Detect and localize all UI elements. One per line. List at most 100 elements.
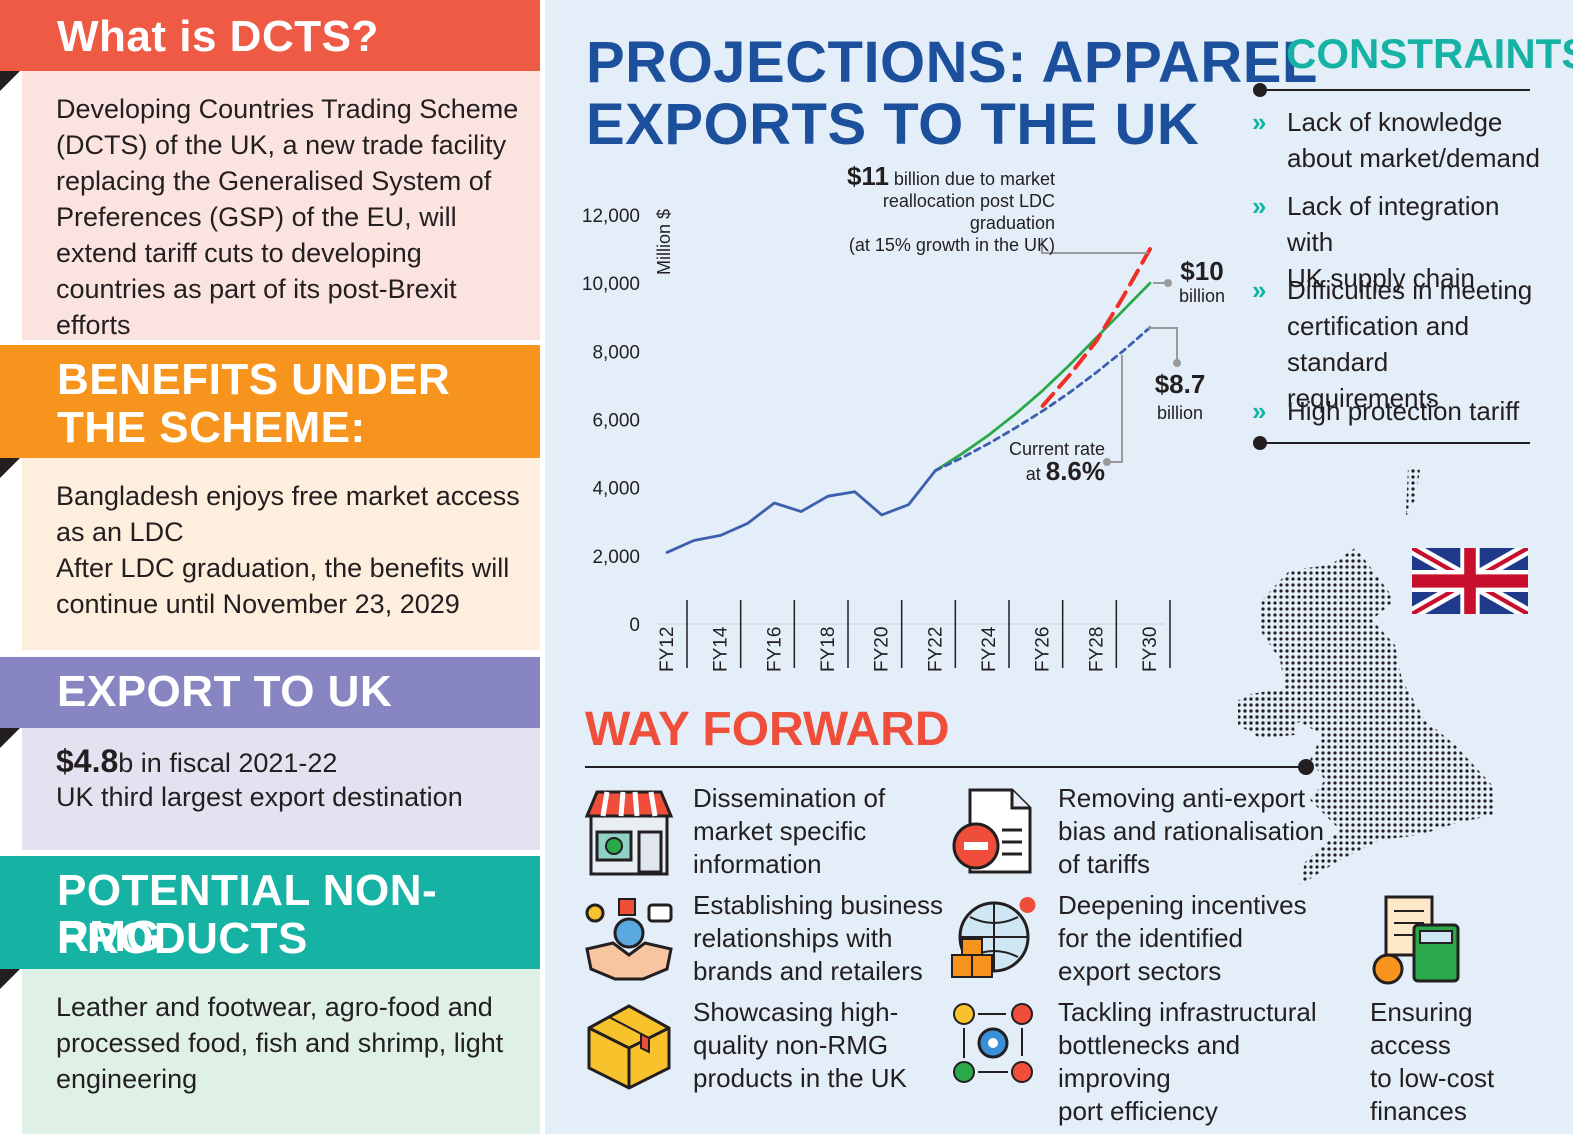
x-tick-label: FY16 (764, 627, 785, 672)
constraint-line: Difficulties in meeting (1287, 275, 1533, 305)
export-amount: $4.8 (56, 743, 119, 779)
what-is-dcts-header: What is DCTS? (0, 0, 540, 71)
way-forward-line: port efficiency (1058, 1096, 1218, 1126)
constraint-line: UK supply chain (1287, 263, 1475, 293)
products-text: Leather and footwear, agro-food and proc… (56, 992, 504, 1094)
x-tick-label: FY24 (979, 626, 1000, 672)
document-minus-icon (952, 788, 1032, 874)
benefits-body: Bangladesh enjoys free market access as … (22, 458, 540, 650)
corner-fold (0, 969, 20, 989)
corner-fold (0, 71, 20, 91)
way-forward-rule (585, 766, 1305, 768)
eleven-text-1: billion due to market (888, 169, 1055, 189)
benefits-heading-line1: BENEFITS UNDER (57, 355, 451, 404)
what-is-dcts-body: Developing Countries Trading Scheme (DCT… (22, 71, 540, 340)
way-forward-line: brands and retailers (693, 956, 923, 986)
double-chevron-icon: » (1252, 396, 1267, 426)
way-forward-item: Dissemination of market specific informati… (693, 782, 973, 881)
constraint-line: Lack of integration with (1287, 191, 1500, 257)
double-chevron-icon: » (1252, 191, 1267, 221)
y-tick-label: 10,000 (582, 274, 640, 295)
what-is-dcts-text: Developing Countries Trading Scheme (DCT… (56, 94, 519, 340)
uk-dotted-map-icon (1238, 468, 1495, 885)
products-heading-line1: POTENTIAL NON-RMG (57, 866, 438, 962)
x-tick-label: FY28 (1086, 627, 1107, 672)
way-forward-line: Removing anti-export (1058, 783, 1306, 813)
way-forward-line: to low-cost (1370, 1063, 1495, 1093)
chart-title-line1: PROJECTIONS: APPAREL (586, 30, 1318, 95)
way-forward-line: bias and rationalisation (1058, 816, 1324, 846)
uk-flag-icon (1412, 548, 1528, 614)
products-body: Leather and footwear, agro-food and proc… (22, 969, 540, 1134)
way-forward-item: Tackling infrastructural bottlenecks and … (1058, 996, 1338, 1128)
constraint-line: standard requirements (1287, 347, 1439, 413)
benefits-text-2: After LDC graduation, the benefits will … (56, 553, 510, 619)
finance-calculator-icon (1372, 895, 1460, 985)
export-amount-suffix: b in fiscal 2021-22 (118, 748, 338, 778)
y-tick-label: 8,000 (592, 342, 640, 363)
way-forward-item: Establishing business relationships with b… (693, 889, 973, 988)
constraint-line: Lack of knowledge (1287, 107, 1503, 137)
constraint-text: High protection tariff (1287, 393, 1547, 429)
constraints-bottom-dot (1253, 436, 1267, 450)
export-section: EXPORT TO UK $4.8b in fiscal 2021-22 UK … (0, 657, 540, 850)
handshake-network-icon (585, 898, 673, 981)
way-forward-line: Establishing business (693, 890, 944, 920)
constraints-bottom-rule (1260, 442, 1530, 444)
series-line-current-rate (933, 326, 1152, 473)
eleven-text-3: (at 15% growth in the UK) (848, 235, 1055, 255)
y-tick-label: 2,000 (592, 547, 640, 568)
way-forward-line: for the identified (1058, 923, 1244, 953)
products-heading-line2: PRODUCTS (57, 914, 308, 963)
ten-amount: $10 (1180, 256, 1224, 286)
double-chevron-icon: » (1252, 275, 1267, 305)
current-rate-annotation: Current rate at 8.6% (1000, 438, 1105, 485)
benefits-text-1: Bangladesh enjoys free market access as … (56, 481, 520, 547)
way-forward-line: of tariffs (1058, 849, 1151, 879)
way-forward-item: Showcasing high-quality non-RMG products … (693, 996, 973, 1095)
export-text-2: UK third largest export destination (56, 782, 463, 812)
box-icon (587, 1004, 671, 1090)
benefits-header: BENEFITS UNDER THE SCHEME: (0, 345, 540, 458)
globe-boxes-icon (951, 897, 1036, 978)
way-forward-line: quality non-RMG (693, 1030, 889, 1060)
way-forward-title: WAY FORWARD (585, 703, 950, 756)
way-forward-rule-dot (1298, 759, 1314, 775)
gears-process-icon (953, 1003, 1033, 1083)
eightseven-annotation: $8.7 billion (1150, 371, 1210, 424)
way-forward-item: Removing anti-export bias and rationalisa… (1058, 782, 1338, 881)
export-body: $4.8b in fiscal 2021-22 UK third largest… (22, 728, 540, 850)
benefits-section: BENEFITS UNDER THE SCHEME: Bangladesh en… (0, 345, 540, 650)
products-header: POTENTIAL NON-RMG PRODUCTS (0, 856, 540, 969)
corner-fold (0, 728, 20, 748)
way-forward-line: Showcasing high- (693, 997, 899, 1027)
current-rate-prefix: at (1025, 464, 1046, 484)
x-tick-label: FY18 (818, 627, 839, 672)
benefits-heading-line2: THE SCHEME: (57, 403, 366, 452)
x-tick-label: FY30 (1140, 627, 1161, 672)
current-rate-value: 8.6% (1045, 456, 1105, 486)
export-header: EXPORT TO UK (0, 657, 540, 728)
constraint-line: about market/demand (1287, 143, 1540, 173)
x-tick-label: FY22 (925, 627, 946, 672)
constraint-line: certification and (1287, 311, 1470, 341)
constraints-top-dot (1253, 83, 1267, 97)
x-tick-label: FY26 (1033, 627, 1054, 672)
y-tick-label: 6,000 (592, 411, 640, 432)
x-tick-label: FY14 (711, 626, 732, 672)
chart-title: PROJECTIONS: APPAREL EXPORTS TO THE UK (586, 32, 1318, 156)
constraint-line: High protection tariff (1287, 396, 1520, 426)
constraints-top-rule (1260, 89, 1530, 91)
way-forward-line: Deepening incentives (1058, 890, 1307, 920)
way-forward-line: products in the UK (693, 1063, 907, 1093)
way-forward-line: relationships with (693, 923, 893, 953)
way-forward-line: bottlenecks and improving (1058, 1030, 1241, 1093)
what-is-dcts-heading: What is DCTS? (57, 12, 379, 61)
constraint-text: Lack of integration with UK supply chain (1287, 188, 1547, 296)
way-forward-line: market specific (693, 816, 867, 846)
export-amount-line: $4.8b in fiscal 2021-22 (56, 743, 526, 781)
x-tick-label: FY20 (872, 627, 893, 672)
shop-icon (584, 790, 674, 876)
way-forward-line: Tackling infrastructural (1058, 997, 1317, 1027)
constraints-title: CONSTRAINTS (1286, 30, 1573, 77)
